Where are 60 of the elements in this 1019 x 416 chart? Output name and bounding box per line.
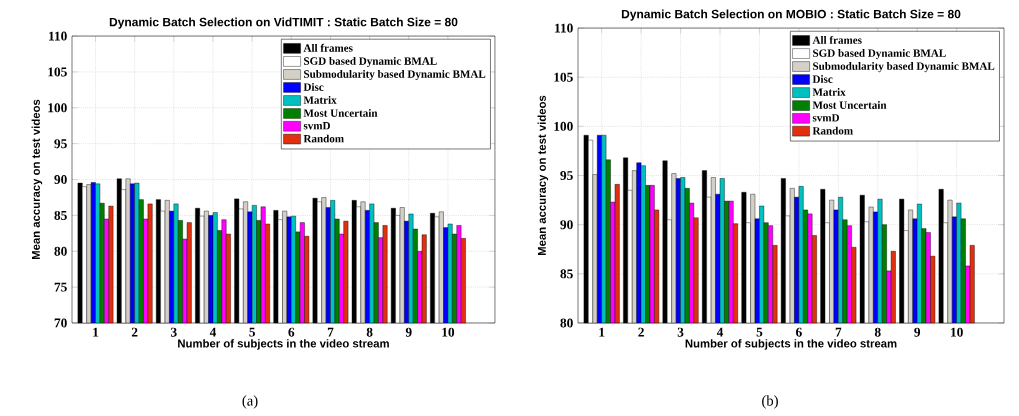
x-tick-label: 3 [171,327,177,337]
y-tick-label: 85 [54,210,67,220]
legend-label: Most Uncertain [303,109,378,117]
y-tick-label: 95 [560,171,573,180]
y-tick-label: 90 [560,220,573,230]
x-tick-label: 7 [835,327,842,337]
x-tick-label: 4 [716,327,724,337]
legend-label: Disc [303,83,324,91]
legend-label: SGD based Dynamic BMAL [304,56,437,68]
x-axis-title: Number of subjects in the video stream [178,339,389,350]
y-axis-title: Mean accuracy on test videos [31,99,43,260]
x-tick-label: 10 [951,327,963,337]
legend-label: Matrix [303,96,337,104]
y-tick-label: 95 [54,139,67,149]
y-axis-title: Mean accuracy on test videos [537,95,549,256]
x-tick-label: 10 [442,327,455,337]
x-axis-title: Number of subjects in the video stream [685,339,897,350]
legend-label: Disc [812,75,833,83]
legend-label: All frames [812,35,862,44]
x-tick-label: 9 [914,327,921,337]
legend-label: Random [812,126,853,135]
legend-label: svmD [303,122,330,130]
x-tick-label: 3 [677,327,684,337]
x-tick-label: 5 [756,327,763,337]
legend-label: SGD based Dynamic BMAL [813,49,946,60]
y-tick-label: 100 [554,121,573,131]
legend-label: svmD [812,114,839,122]
x-tick-label: 9 [405,327,412,337]
legend-label: Most Uncertain [812,101,887,109]
y-tick-label: 90 [54,175,67,185]
x-tick-label: 1 [93,327,99,337]
y-tick-label: 70 [54,318,67,328]
y-tick-label: 105 [554,72,573,82]
legend-label: Random [303,134,344,143]
x-tick-label: 2 [638,327,644,337]
x-tick-label: 6 [288,327,295,337]
x-tick-label: 4 [209,327,217,337]
x-tick-label: 2 [131,327,138,337]
legend-label: Submodularity based Dynamic BMAL [813,62,995,73]
y-tick-label: 85 [560,269,573,279]
x-tick-label: 7 [327,327,334,337]
y-tick-label: 105 [48,67,67,77]
legend-label: All frames [303,43,353,52]
y-tick-label: 100 [48,103,67,113]
text: (a) [242,395,258,409]
x-tick-label: 6 [796,327,802,337]
y-tick-label: 80 [560,318,573,328]
y-tick-label: 110 [555,23,573,33]
text: (b) [762,395,778,409]
y-tick-label: 75 [54,282,67,292]
chart-title: Dynamic Batch Selection on VidTIMIT : Static Batch Size = 80 [109,17,458,29]
x-tick-label: 1 [599,327,605,337]
chart-title: Dynamic Batch Selection on MOBIO : Static Batch Size = 80 [621,9,961,21]
x-tick-label: 8 [366,327,373,337]
x-tick-label: 8 [874,327,881,337]
y-tick-label: 80 [54,246,67,256]
legend-label: Submodularity based Dynamic BMAL [304,70,486,81]
x-tick-label: 5 [249,327,256,337]
y-tick-label: 110 [49,31,67,41]
legend-label: Matrix [812,88,846,96]
